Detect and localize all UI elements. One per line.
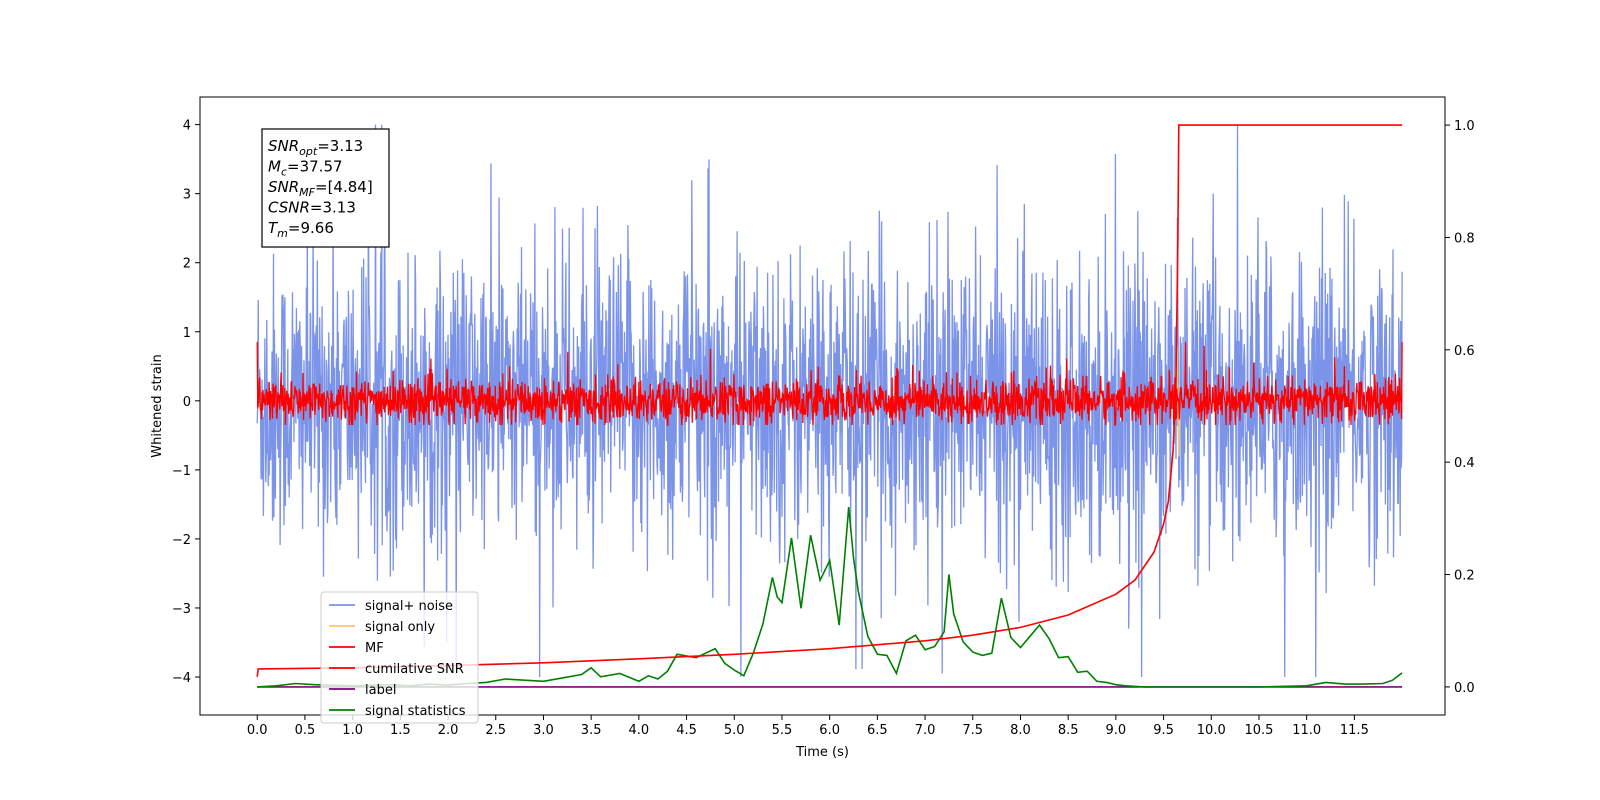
y2-tick-label: 0.0 [1454,681,1475,696]
y-tick-label: 0 [183,395,191,410]
x-tick-label: 3.0 [533,723,554,738]
annotation-line: SNRMF=[4.84] [268,178,373,199]
y2-tick-label: 0.2 [1454,569,1475,584]
annotation-line: CSNR=3.13 [268,199,356,217]
x-tick-label: 1.5 [390,723,411,738]
legend-frame [320,591,479,724]
annotation-line: Mc=37.57 [268,158,343,179]
y-axis-label: Whitened strain [150,354,165,457]
annotation-box: SNRopt=3.13Mc=37.57SNRMF=[4.84]CSNR=3.13… [261,128,390,248]
legend-label: label [365,683,396,698]
annotation-line: SNRopt=3.13 [268,137,363,158]
x-tick-label: 5.5 [772,723,793,738]
x-tick-label: 10.5 [1244,723,1273,738]
annotation-line: Tm=9.66 [268,219,334,240]
y-tick-label: 3 [183,188,191,203]
y-tick-label: −3 [172,602,191,617]
x-tick-label: 9.0 [1106,723,1127,738]
x-axis-label: Time (s) [795,745,849,760]
annotation-subscript: MF [299,186,315,199]
y-tick-label: 2 [183,257,191,272]
x-tick-label: 10.0 [1197,723,1226,738]
annotation-frame [261,128,390,248]
x-tick-label: 7.0 [915,723,936,738]
series-mf [256,342,1403,426]
y-tick-label: −2 [172,533,191,548]
y2-tick-label: 0.6 [1454,344,1475,359]
x-tick-label: 8.0 [1010,723,1031,738]
annotation-symbol: CSNR [268,199,310,217]
series-signal-plus-noise [256,124,1403,678]
x-tick-label: 11.0 [1292,723,1321,738]
annotation-symbol: SNR [268,178,299,196]
x-tick-label: 11.5 [1340,723,1369,738]
x-tick-label: 2.0 [438,723,459,738]
y-tick-label: 1 [183,326,191,341]
legend-label: signal only [365,620,435,635]
axes: 0.0 0.5 1.0 1.5 2.0 2.5 3.0 3.5 4.0 4.5 5.0 5.5 6.0 6… [150,96,1475,760]
x-tick-label: 4.5 [676,723,697,738]
y-tick-label: −1 [172,464,191,479]
annotation-value: =3.13 [317,137,363,155]
x-tick-label: 9.5 [1153,723,1174,738]
x-tick-label: 1.0 [342,723,363,738]
y2-tick-label: 0.8 [1454,231,1475,246]
series-cumilative-snr [256,124,1403,677]
legend-label: cumilative SNR [365,662,464,677]
annotation-subscript: m [277,227,288,240]
annotation-symbol: SNR [268,137,299,155]
y2-tick-label: 0.4 [1454,456,1475,471]
annotation-subscript: opt [299,145,318,158]
legend-label: signal+ noise [365,599,453,614]
annotation-symbol: T [268,219,279,237]
annotation-value: =3.13 [310,199,356,217]
y2-tick-label: 1.0 [1454,119,1475,134]
x-tick-label: 3.5 [581,723,602,738]
annotation-value: =9.66 [288,219,334,237]
series-signal-statistics [257,507,1403,688]
x-tick-label: 7.5 [962,723,983,738]
y-tick-label: −4 [172,671,191,686]
y-tick-label: 4 [183,119,191,134]
x-tick-label: 6.5 [867,723,888,738]
legend: signal+ noise signal only MF cumilative SNR… [320,591,479,724]
annotation-subscript: c [281,166,287,179]
annotation-symbol: M [268,158,281,176]
annotation-value: =[4.84] [315,178,373,196]
annotation-value: =37.57 [287,158,343,176]
x-tick-label: 8.5 [1058,723,1079,738]
x-tick-label: 2.5 [485,723,506,738]
axes-frame [199,96,1446,716]
x-tick-label: 0.0 [247,723,268,738]
legend-label: signal statistics [365,704,466,719]
x-tick-label: 0.5 [295,723,316,738]
legend-label: MF [365,641,384,656]
x-tick-label: 5.0 [724,723,745,738]
x-tick-label: 6.0 [819,723,840,738]
x-tick-label: 4.0 [629,723,650,738]
